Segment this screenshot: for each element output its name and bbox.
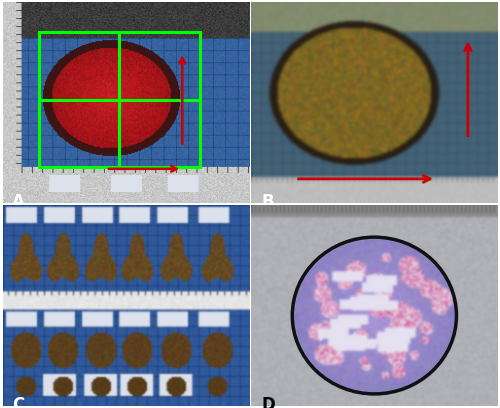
Text: A: A: [12, 193, 25, 211]
Text: B: B: [261, 193, 274, 211]
Bar: [40, 32, 200, 167]
Text: D: D: [261, 396, 275, 408]
Text: C: C: [12, 396, 24, 408]
